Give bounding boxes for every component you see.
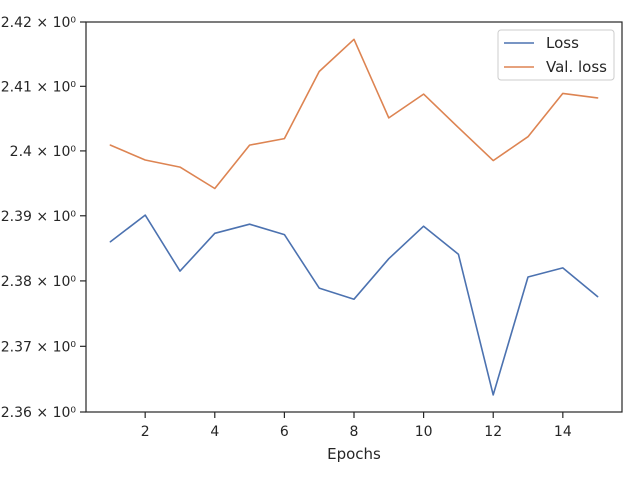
x-tick-label: 2 xyxy=(141,424,150,440)
x-tick-label: 12 xyxy=(484,424,502,440)
x-tick-label: 6 xyxy=(280,424,289,440)
legend: Loss Val. loss xyxy=(497,29,615,81)
y-axis: 2.36 × 10⁰ 2.37 × 10⁰ 2.38 × 10⁰ 2.39 × 10⁰… xyxy=(1,15,86,421)
series-line-val-loss xyxy=(109,38,599,190)
series-line-loss xyxy=(109,214,599,396)
x-tick-label: 14 xyxy=(554,424,572,440)
x-axis: 2 4 6 8 10 12 14 xyxy=(141,412,572,440)
plot-area xyxy=(109,38,599,396)
x-axis-label: Epochs xyxy=(327,445,381,463)
y-tick-label: 2.4 × 10⁰ xyxy=(10,144,77,160)
y-tick-label: 2.38 × 10⁰ xyxy=(1,274,77,290)
legend-label: Val. loss xyxy=(546,58,607,76)
x-tick-label: 8 xyxy=(350,424,359,440)
x-tick-label: 4 xyxy=(210,424,219,440)
y-tick-label: 2.42 × 10⁰ xyxy=(1,15,77,31)
y-tick-label: 2.41 × 10⁰ xyxy=(1,79,77,95)
x-tick-label: 10 xyxy=(415,424,433,440)
legend-label: Loss xyxy=(546,34,579,52)
y-tick-label: 2.37 × 10⁰ xyxy=(1,339,77,355)
y-tick-label: 2.36 × 10⁰ xyxy=(1,405,77,421)
y-tick-label: 2.39 × 10⁰ xyxy=(1,209,77,225)
